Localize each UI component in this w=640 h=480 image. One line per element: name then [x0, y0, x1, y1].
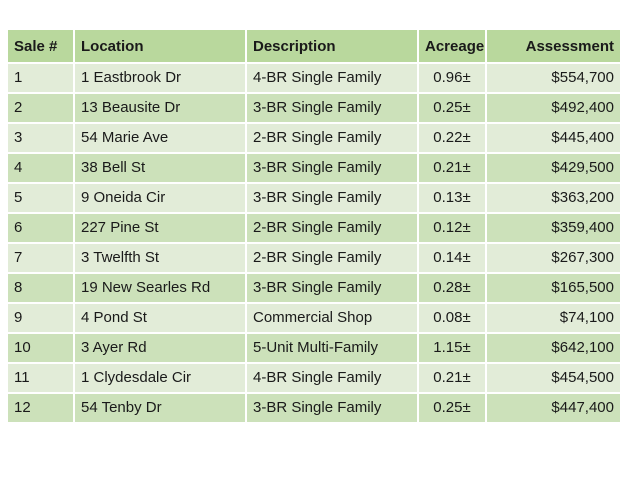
- table-row: 1 1 Eastbrook Dr 4-BR Single Family 0.96…: [6, 62, 622, 94]
- cell-description: 2-BR Single Family: [245, 212, 419, 244]
- cell-assessment: $74,100: [485, 302, 622, 334]
- table-body: 1 1 Eastbrook Dr 4-BR Single Family 0.96…: [6, 62, 622, 424]
- cell-acreage: 0.13±: [417, 182, 487, 214]
- cell-description: 3-BR Single Family: [245, 152, 419, 184]
- cell-sale-number: 9: [6, 302, 75, 334]
- cell-location: 38 Bell St: [73, 152, 247, 184]
- cell-location: 227 Pine St: [73, 212, 247, 244]
- cell-assessment: $454,500: [485, 362, 622, 394]
- cell-description: Commercial Shop: [245, 302, 419, 334]
- cell-assessment: $429,500: [485, 152, 622, 184]
- cell-assessment: $267,300: [485, 242, 622, 274]
- table-row: 10 3 Ayer Rd 5-Unit Multi-Family 1.15± $…: [6, 332, 622, 364]
- table-row: 2 13 Beausite Dr 3-BR Single Family 0.25…: [6, 92, 622, 124]
- cell-assessment: $363,200: [485, 182, 622, 214]
- cell-acreage: 0.25±: [417, 92, 487, 124]
- table-row: 5 9 Oneida Cir 3-BR Single Family 0.13± …: [6, 182, 622, 214]
- cell-location: 54 Tenby Dr: [73, 392, 247, 424]
- header-description: Description: [245, 28, 419, 64]
- cell-description: 5-Unit Multi-Family: [245, 332, 419, 364]
- cell-acreage: 0.14±: [417, 242, 487, 274]
- cell-description: 2-BR Single Family: [245, 242, 419, 274]
- sales-table: Sale # Location Description Acreage Asse…: [6, 28, 622, 424]
- cell-location: 19 New Searles Rd: [73, 272, 247, 304]
- cell-location: 54 Marie Ave: [73, 122, 247, 154]
- cell-assessment: $492,400: [485, 92, 622, 124]
- cell-sale-number: 7: [6, 242, 75, 274]
- cell-assessment: $554,700: [485, 62, 622, 94]
- table-row: 9 4 Pond St Commercial Shop 0.08± $74,10…: [6, 302, 622, 334]
- cell-description: 4-BR Single Family: [245, 362, 419, 394]
- cell-sale-number: 12: [6, 392, 75, 424]
- table-row: 12 54 Tenby Dr 3-BR Single Family 0.25± …: [6, 392, 622, 424]
- cell-description: 3-BR Single Family: [245, 272, 419, 304]
- cell-acreage: 0.12±: [417, 212, 487, 244]
- cell-assessment: $445,400: [485, 122, 622, 154]
- table-row: 7 3 Twelfth St 2-BR Single Family 0.14± …: [6, 242, 622, 274]
- cell-location: 1 Eastbrook Dr: [73, 62, 247, 94]
- cell-assessment: $359,400: [485, 212, 622, 244]
- cell-description: 3-BR Single Family: [245, 392, 419, 424]
- cell-description: 2-BR Single Family: [245, 122, 419, 154]
- cell-description: 3-BR Single Family: [245, 92, 419, 124]
- cell-assessment: $642,100: [485, 332, 622, 364]
- cell-sale-number: 11: [6, 362, 75, 394]
- cell-acreage: 0.21±: [417, 362, 487, 394]
- cell-location: 3 Twelfth St: [73, 242, 247, 274]
- header-assessment: Assessment: [485, 28, 622, 64]
- header-acreage: Acreage: [417, 28, 487, 64]
- cell-sale-number: 5: [6, 182, 75, 214]
- header-sale-number: Sale #: [6, 28, 75, 64]
- cell-acreage: 0.08±: [417, 302, 487, 334]
- cell-location: 9 Oneida Cir: [73, 182, 247, 214]
- table-row: 6 227 Pine St 2-BR Single Family 0.12± $…: [6, 212, 622, 244]
- cell-assessment: $165,500: [485, 272, 622, 304]
- cell-acreage: 0.96±: [417, 62, 487, 94]
- cell-location: 3 Ayer Rd: [73, 332, 247, 364]
- cell-location: 4 Pond St: [73, 302, 247, 334]
- cell-sale-number: 8: [6, 272, 75, 304]
- table-row: 11 1 Clydesdale Cir 4-BR Single Family 0…: [6, 362, 622, 394]
- cell-sale-number: 2: [6, 92, 75, 124]
- cell-description: 3-BR Single Family: [245, 182, 419, 214]
- cell-acreage: 1.15±: [417, 332, 487, 364]
- header-location: Location: [73, 28, 247, 64]
- table-row: 3 54 Marie Ave 2-BR Single Family 0.22± …: [6, 122, 622, 154]
- cell-location: 1 Clydesdale Cir: [73, 362, 247, 394]
- cell-sale-number: 6: [6, 212, 75, 244]
- table-row: 4 38 Bell St 3-BR Single Family 0.21± $4…: [6, 152, 622, 184]
- cell-acreage: 0.28±: [417, 272, 487, 304]
- cell-sale-number: 1: [6, 62, 75, 94]
- cell-sale-number: 10: [6, 332, 75, 364]
- cell-acreage: 0.22±: [417, 122, 487, 154]
- table-row: 8 19 New Searles Rd 3-BR Single Family 0…: [6, 272, 622, 304]
- table-header-row: Sale # Location Description Acreage Asse…: [6, 28, 622, 64]
- cell-acreage: 0.21±: [417, 152, 487, 184]
- cell-sale-number: 4: [6, 152, 75, 184]
- cell-acreage: 0.25±: [417, 392, 487, 424]
- cell-sale-number: 3: [6, 122, 75, 154]
- cell-description: 4-BR Single Family: [245, 62, 419, 94]
- cell-location: 13 Beausite Dr: [73, 92, 247, 124]
- cell-assessment: $447,400: [485, 392, 622, 424]
